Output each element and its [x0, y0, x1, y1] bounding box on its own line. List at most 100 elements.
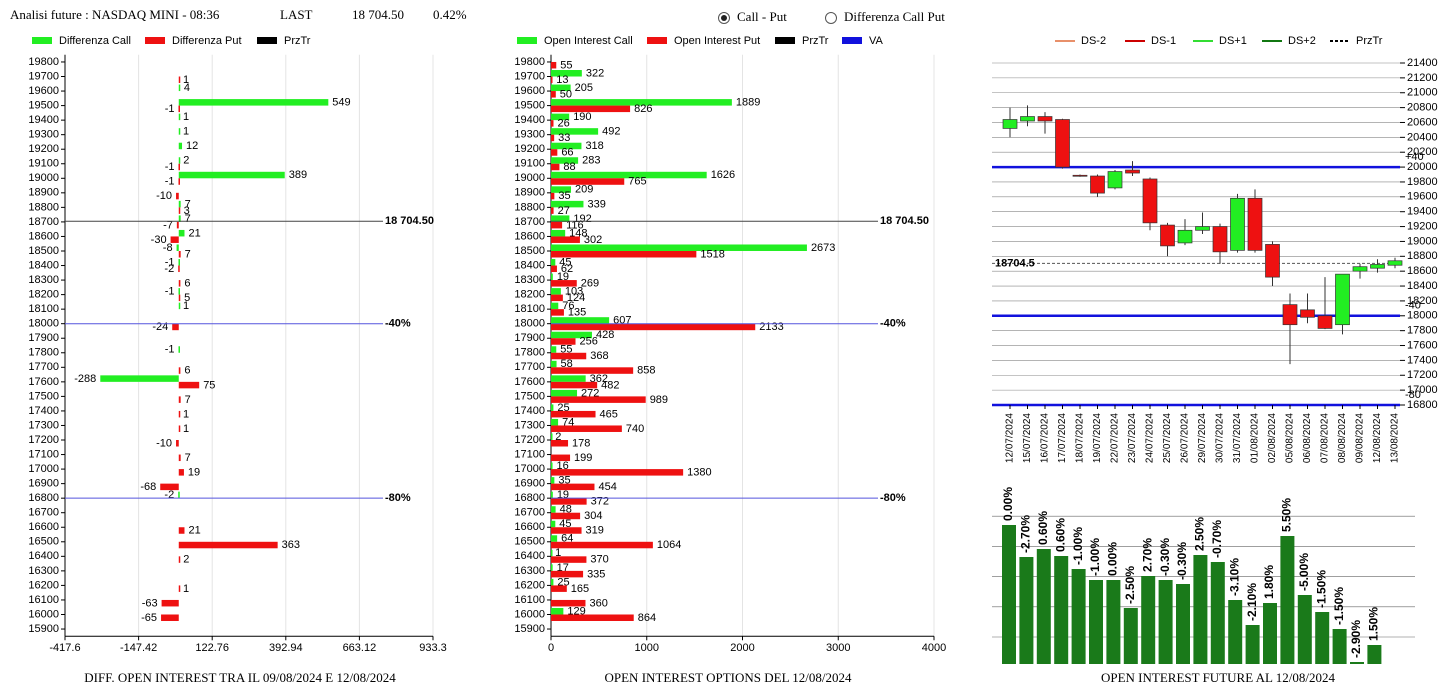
bar — [551, 381, 598, 389]
bar — [551, 76, 553, 84]
value-label: 454 — [598, 481, 616, 493]
chart-caption: DIFF. OPEN INTEREST TRA IL 09/08/2024 E … — [84, 670, 396, 684]
y-tick-label: 18500 — [28, 245, 59, 257]
bar — [1123, 608, 1138, 664]
x-tick-label: 12/08/2024 — [1372, 413, 1383, 463]
y-tick-label: 16300 — [28, 565, 59, 577]
value-label: 33 — [558, 132, 570, 144]
bar — [100, 375, 179, 382]
y-tick-label: 16200 — [28, 579, 59, 591]
bar — [551, 163, 560, 171]
bar — [178, 84, 181, 92]
legend-label: DS-2 — [1081, 35, 1106, 47]
bar — [178, 425, 181, 432]
radio-label[interactable]: Differenza Call Put — [844, 9, 945, 24]
bar — [551, 360, 557, 368]
change-label: -2.90% — [1349, 620, 1363, 658]
y-tick-label: 17800 — [28, 347, 59, 359]
y-tick-label: 17400 — [1407, 354, 1438, 366]
value-label: 6 — [184, 365, 190, 377]
bar — [1280, 536, 1295, 664]
reference-label: -40% — [880, 318, 906, 330]
value-label: 19 — [557, 271, 569, 283]
y-tick-label: 21200 — [1407, 72, 1438, 84]
x-tick-label: 663.12 — [343, 642, 377, 654]
change-label: -0.30% — [1158, 538, 1172, 576]
bar — [178, 469, 184, 476]
legend-swatch — [647, 37, 667, 44]
value-label: -1 — [165, 344, 175, 356]
y-tick-label: 19400 — [514, 114, 545, 126]
bar — [551, 178, 625, 185]
value-label: 25 — [557, 576, 569, 588]
candle-body — [1002, 119, 1018, 129]
bar — [551, 352, 587, 360]
value-label: 1380 — [687, 466, 711, 478]
x-tick-label: 19/07/2024 — [1092, 413, 1103, 463]
value-label: 256 — [580, 336, 598, 348]
y-tick-label: 19700 — [514, 70, 545, 82]
y-tick-label: 18200 — [514, 289, 545, 301]
change-label: -3.10% — [1227, 558, 1241, 596]
bar — [161, 614, 179, 621]
value-label: 283 — [582, 155, 600, 167]
bar — [178, 250, 181, 258]
candle-body — [1177, 229, 1193, 244]
y-tick-label: 16000 — [28, 608, 59, 620]
value-label: 389 — [289, 169, 307, 181]
legend-label: DS+2 — [1288, 35, 1316, 47]
x-tick-label: 01/08/2024 — [1250, 413, 1261, 463]
change-label: 0.00% — [1106, 542, 1120, 576]
bar — [551, 157, 579, 164]
value-label: 58 — [561, 358, 573, 370]
y-tick-label: 18700 — [28, 216, 59, 228]
bar — [551, 186, 572, 193]
value-label: -288 — [74, 373, 96, 385]
bar — [178, 265, 180, 273]
bar — [551, 404, 554, 411]
value-label: 192 — [573, 213, 591, 225]
candle-body — [1282, 304, 1298, 326]
value-label: 48 — [560, 504, 572, 516]
value-label: -68 — [140, 481, 156, 493]
value-label: -10 — [156, 437, 172, 449]
value-label: 465 — [600, 408, 618, 420]
x-tick-label: 17/07/2024 — [1057, 413, 1068, 463]
y-tick-label: 16500 — [514, 536, 545, 548]
y-tick-label: 20200 — [1407, 146, 1438, 158]
y-tick-label: 19800 — [514, 56, 545, 68]
value-label: 3 — [184, 205, 190, 217]
candle-body — [1055, 119, 1070, 168]
bar — [178, 280, 181, 287]
value-label: 1 — [183, 300, 189, 312]
value-label: 272 — [581, 387, 599, 399]
x-tick-label: 122.76 — [195, 642, 229, 654]
bar — [178, 76, 181, 84]
value-label: 1064 — [657, 539, 681, 551]
bar — [178, 207, 181, 214]
bar — [551, 113, 570, 121]
value-label: 428 — [596, 329, 614, 341]
last-price: 18 704.50 — [352, 7, 404, 22]
bar — [1315, 612, 1330, 664]
y-tick-label: 16400 — [28, 550, 59, 562]
value-label: 304 — [584, 510, 602, 522]
bar — [551, 549, 553, 557]
bar — [551, 418, 559, 426]
radio-button[interactable] — [825, 12, 837, 24]
y-tick-label: 17100 — [28, 448, 59, 460]
change-label: -1.00% — [1071, 527, 1085, 565]
bar — [178, 99, 329, 106]
bar — [178, 288, 180, 295]
value-label: 372 — [591, 496, 609, 508]
y-tick-label: 17400 — [514, 405, 545, 417]
y-tick-label: 16700 — [28, 507, 59, 519]
bar — [176, 244, 179, 251]
value-label: 190 — [573, 111, 591, 123]
value-label: 88 — [563, 161, 575, 173]
bar — [551, 70, 582, 77]
value-label: 363 — [282, 539, 300, 551]
change-label: 2.50% — [1193, 517, 1207, 551]
radio-label[interactable]: Call - Put — [737, 9, 787, 24]
x-tick-label: 12/07/2024 — [1005, 413, 1016, 463]
